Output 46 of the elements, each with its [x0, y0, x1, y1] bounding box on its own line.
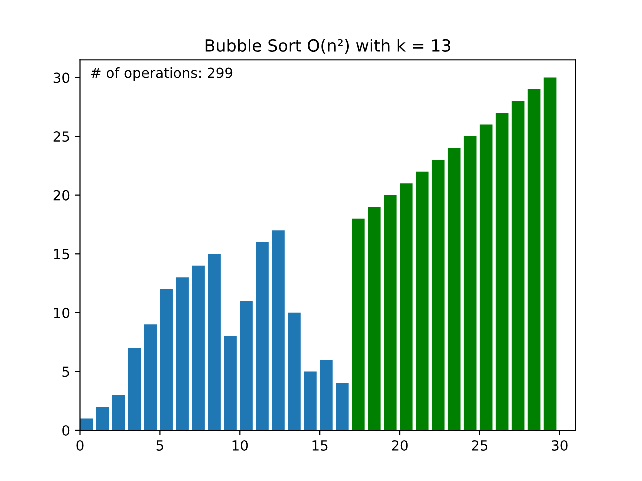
annotation: # of operations: 299 — [91, 68, 233, 81]
chart-title: Bubble Sort O(n²) with k = 13 — [206, 39, 450, 54]
bar — [288, 312, 301, 430]
bar — [496, 113, 509, 430]
bar — [80, 418, 94, 430]
y-tick-label: 0 — [62, 425, 70, 436]
bar — [240, 301, 253, 430]
bar — [144, 324, 157, 430]
bar — [480, 124, 493, 430]
x-tick-label: 10 — [232, 440, 248, 451]
y-tick-label: 10 — [54, 308, 70, 318]
y-tick-label: 15 — [54, 249, 70, 260]
bar — [544, 78, 557, 430]
bar — [512, 101, 525, 430]
bar — [528, 90, 541, 430]
bar — [384, 195, 397, 430]
bar — [176, 278, 189, 430]
bar — [416, 172, 429, 430]
bar — [224, 336, 237, 430]
bar — [96, 406, 110, 430]
bar — [208, 254, 221, 430]
x-tick-label: 25 — [472, 440, 488, 451]
x-tick-label: 15 — [312, 440, 328, 451]
bar — [320, 360, 333, 430]
bar — [128, 348, 142, 430]
bar — [192, 266, 205, 430]
bar — [352, 218, 365, 430]
x-tick-label: 30 — [552, 440, 568, 451]
bar — [400, 184, 413, 430]
x-tick-label: 20 — [392, 440, 408, 451]
y-tick-label: 20 — [54, 190, 70, 201]
bar — [336, 383, 349, 430]
bar — [256, 242, 269, 430]
bar — [432, 160, 445, 430]
y-tick-label: 30 — [54, 72, 70, 84]
x-tick-label: 5 — [156, 440, 164, 451]
x-tick-label: 0 — [76, 440, 84, 451]
y-tick-label: 5 — [62, 366, 70, 378]
bar — [448, 148, 461, 430]
bar — [368, 207, 381, 430]
y-tick-label: 25 — [54, 132, 70, 142]
bar — [160, 289, 173, 430]
bar — [112, 395, 126, 430]
bar — [272, 230, 285, 430]
bar — [464, 136, 477, 430]
bar — [304, 372, 317, 430]
